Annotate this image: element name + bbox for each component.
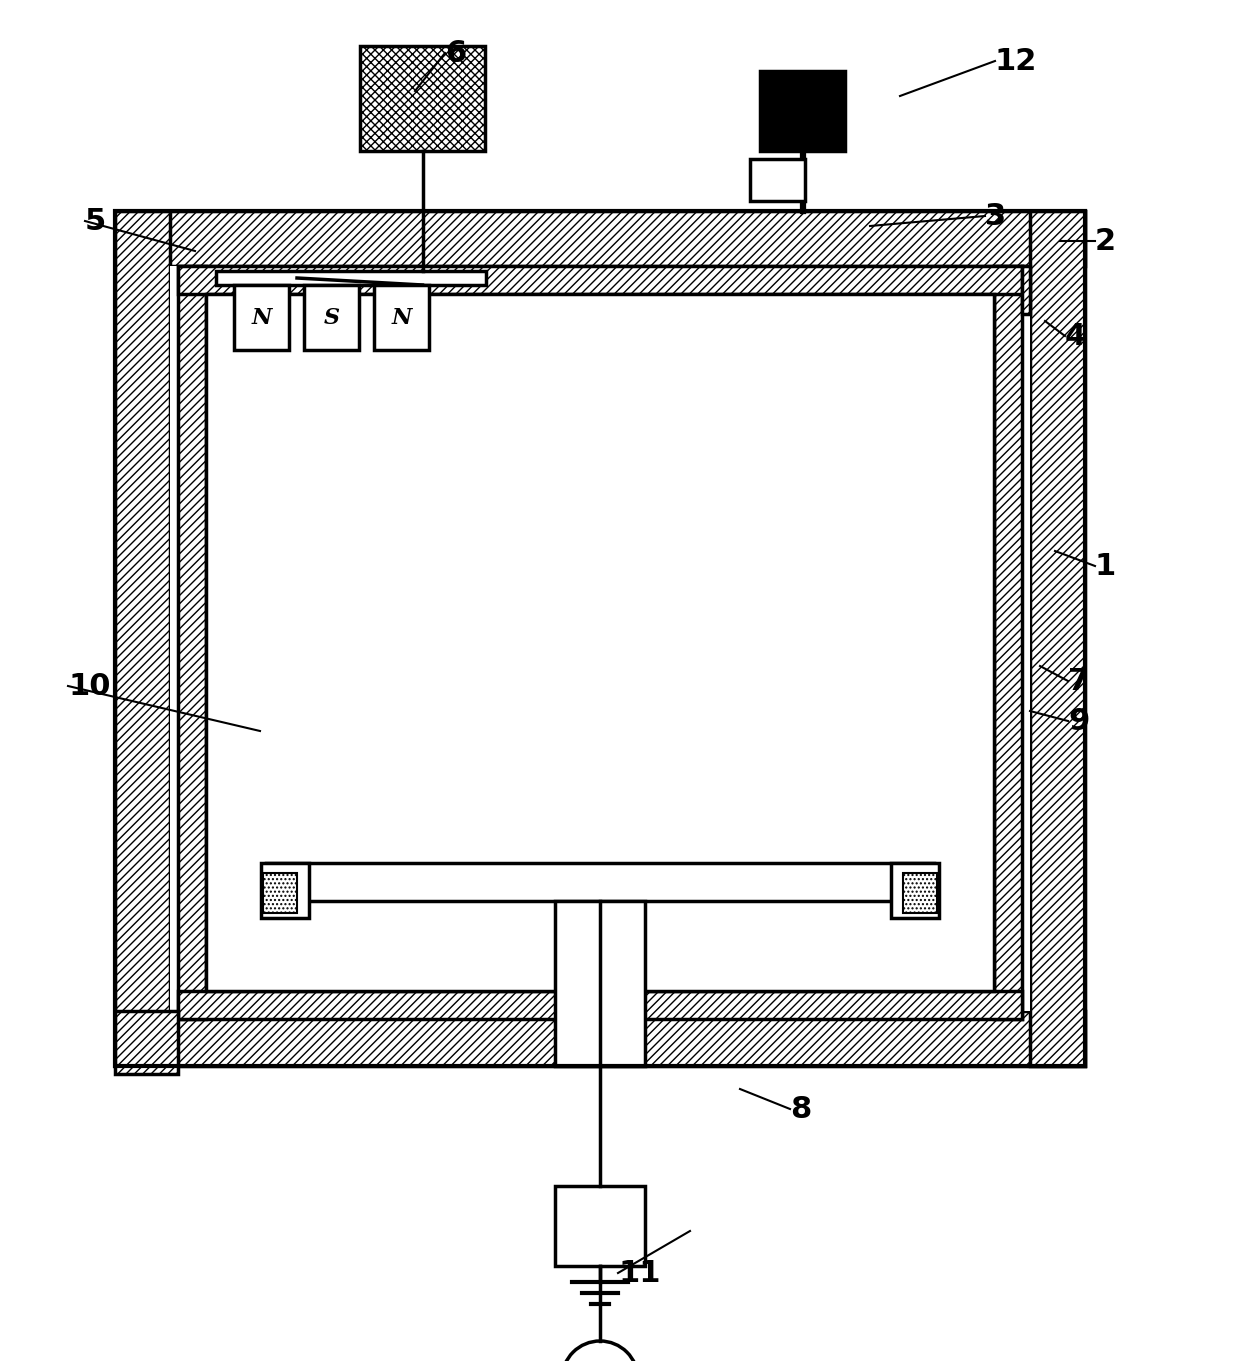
Text: 1: 1 <box>1095 551 1116 581</box>
Bar <box>115 211 1085 1066</box>
Text: 11: 11 <box>618 1259 661 1288</box>
Bar <box>892 863 939 919</box>
Bar <box>170 265 1030 1011</box>
Bar <box>267 863 934 901</box>
Bar <box>994 265 1022 1019</box>
Text: S: S <box>324 306 340 328</box>
Bar <box>234 284 289 350</box>
Bar <box>750 159 805 201</box>
Bar <box>360 46 485 151</box>
Text: 2: 2 <box>1095 226 1116 256</box>
Bar <box>260 863 309 919</box>
Bar <box>179 991 1022 1019</box>
Bar <box>115 1011 179 1074</box>
Text: 10: 10 <box>68 671 110 701</box>
Text: 3: 3 <box>985 201 1006 230</box>
Text: 9: 9 <box>1068 706 1090 735</box>
Bar <box>216 271 486 284</box>
Text: 7: 7 <box>1068 667 1089 695</box>
Bar <box>556 1185 645 1266</box>
Bar <box>374 284 429 350</box>
Text: 6: 6 <box>445 38 466 68</box>
Bar <box>179 265 206 1019</box>
Text: 8: 8 <box>790 1094 811 1123</box>
Bar <box>179 265 1022 294</box>
Bar <box>760 71 844 151</box>
Bar <box>903 872 937 913</box>
Text: 12: 12 <box>994 46 1038 75</box>
Bar <box>556 901 645 1066</box>
Text: 5: 5 <box>86 207 107 235</box>
Bar <box>304 284 360 350</box>
Text: 4: 4 <box>1065 321 1086 351</box>
Bar <box>1022 265 1030 314</box>
Bar <box>115 211 170 1066</box>
Bar <box>206 294 994 991</box>
Bar <box>115 1011 1085 1066</box>
Bar <box>1030 211 1085 1066</box>
Text: N: N <box>252 306 272 328</box>
Text: N: N <box>392 306 412 328</box>
Bar <box>115 211 1085 265</box>
Bar <box>263 872 298 913</box>
